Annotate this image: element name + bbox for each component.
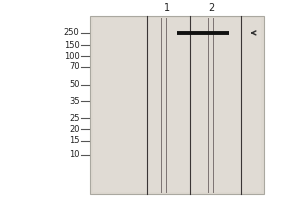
- FancyBboxPatch shape: [90, 16, 264, 194]
- Text: 1: 1: [164, 3, 169, 13]
- Text: 25: 25: [69, 114, 80, 123]
- Text: 50: 50: [69, 80, 80, 89]
- Text: 150: 150: [64, 41, 80, 50]
- Text: 2: 2: [209, 3, 215, 13]
- Text: 35: 35: [69, 97, 80, 106]
- FancyBboxPatch shape: [93, 18, 261, 192]
- Text: 20: 20: [69, 125, 80, 134]
- Text: 100: 100: [64, 52, 80, 61]
- Text: 15: 15: [69, 136, 80, 145]
- Text: 70: 70: [69, 62, 80, 71]
- Text: 10: 10: [69, 150, 80, 159]
- Text: 250: 250: [64, 28, 80, 37]
